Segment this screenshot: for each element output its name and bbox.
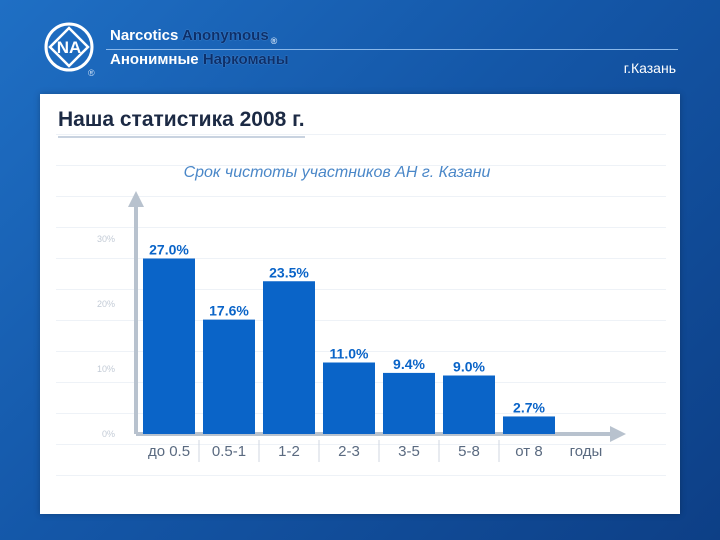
x-tick-label: от 8: [515, 443, 542, 460]
x-axis-arrow: [610, 426, 626, 442]
bar-value-label: 11.0%: [330, 346, 369, 362]
y-tick-label: 30%: [97, 234, 115, 244]
bar-value-label: 2.7%: [513, 399, 545, 415]
bar: [443, 375, 495, 434]
brand-reg-mark: ®: [270, 36, 278, 46]
bar-value-label: 23.5%: [269, 264, 309, 280]
logo-text: NA: [57, 38, 82, 57]
x-tick-label: 0.5-1: [212, 443, 246, 460]
bar: [203, 319, 255, 434]
page-title: Наша статистика 2008 г.: [58, 108, 305, 138]
brand-en-word-2: Anonymous: [182, 27, 269, 44]
bar: [263, 281, 315, 434]
x-tick-label: 2-3: [338, 443, 360, 460]
na-logo-icon: NA: [44, 22, 94, 72]
brand-ru-word-1: Анонимные: [110, 51, 199, 68]
x-tick-label: 3-5: [398, 443, 420, 460]
header-divider: [106, 49, 678, 50]
header: NA ® Narcotics Anonymous ® Анонимные Нарк…: [0, 0, 720, 88]
bar-value-label: 9.0%: [453, 359, 485, 375]
brand-ru-word-2: Наркоманы: [202, 51, 289, 68]
bar: [503, 416, 555, 434]
x-tick-label: до 0.5: [148, 443, 190, 460]
bar: [383, 372, 435, 434]
chart-title: Срок чистоты участников АН г. Казани: [184, 164, 491, 181]
content-panel: Наша статистика 2008 г. Срок чистоты уча…: [40, 94, 680, 514]
y-axis-arrow: [128, 191, 144, 207]
y-tick-label: 20%: [97, 299, 115, 309]
bar-chart: Срок чистоты участников АН г. Казани 0% 10…: [97, 164, 626, 462]
brand-en-word-1: Narcotics: [110, 27, 179, 44]
y-tick-label: 10%: [97, 364, 115, 374]
brand-russian: Анонимные Наркоманы: [110, 51, 289, 68]
logo-reg-mark: ®: [88, 68, 95, 78]
x-tick-label: 5-8: [458, 443, 480, 460]
bar: [143, 258, 195, 434]
bar-value-label: 17.6%: [209, 303, 249, 319]
bar-value-label: 27.0%: [149, 242, 189, 258]
x-tick-label: 1-2: [278, 443, 300, 460]
brand-english: Narcotics Anonymous ®: [110, 27, 277, 46]
bar: [323, 362, 375, 434]
city-label: г.Казань: [623, 60, 676, 76]
y-tick-label: 0%: [102, 429, 115, 439]
bar-value-label: 9.4%: [393, 356, 425, 372]
x-axis-label: годы: [570, 443, 603, 460]
